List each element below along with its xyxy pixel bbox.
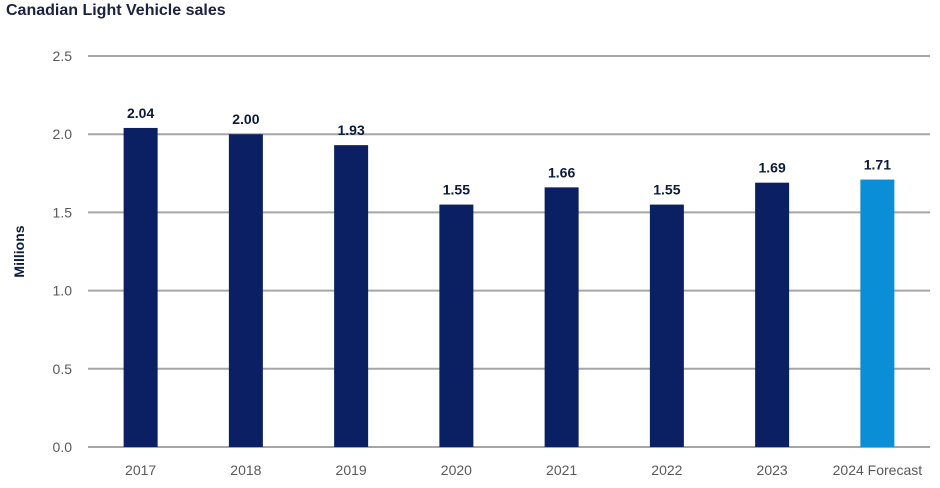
value-label: 1.66 bbox=[548, 164, 575, 180]
y-axis-ticks: 0.0 0.5 1.0 1.5 2.0 2.5 bbox=[53, 48, 73, 455]
x-tick-label: 2018 bbox=[230, 462, 261, 478]
x-tick-label: 2020 bbox=[441, 462, 472, 478]
bar-2018 bbox=[228, 134, 263, 447]
value-label: 1.55 bbox=[443, 182, 470, 198]
value-label: 1.69 bbox=[759, 160, 786, 176]
bar-2024-forecast bbox=[860, 179, 895, 447]
gridlines bbox=[88, 55, 930, 448]
x-tick-label: 2023 bbox=[757, 462, 788, 478]
value-label: 2.00 bbox=[232, 111, 259, 127]
y-tick-label: 1.0 bbox=[53, 283, 73, 299]
bar-2023 bbox=[755, 182, 790, 447]
value-label: 1.55 bbox=[653, 182, 680, 198]
y-tick-label: 1.5 bbox=[53, 204, 73, 220]
bar-2022 bbox=[649, 204, 684, 447]
y-tick-label: 0.5 bbox=[53, 361, 73, 377]
bar-2019 bbox=[334, 145, 369, 447]
value-label: 1.71 bbox=[864, 157, 891, 173]
x-axis-ticks: 2017 2018 2019 2020 2021 2022 2023 2024 Forecas… bbox=[125, 462, 922, 478]
x-tick-label: 2022 bbox=[651, 462, 682, 478]
bars bbox=[123, 127, 895, 447]
chart-title: Canadian Light Vehicle sales bbox=[6, 2, 226, 19]
x-tick-label: 2017 bbox=[125, 462, 156, 478]
value-labels: 2.04 2.00 1.93 1.55 1.66 1.55 1.69 1.71 bbox=[127, 105, 891, 198]
value-label: 1.93 bbox=[338, 122, 365, 138]
value-label: 2.04 bbox=[127, 105, 154, 121]
y-axis-title: Millions bbox=[11, 225, 27, 277]
x-tick-label: 2021 bbox=[546, 462, 577, 478]
bar-2017 bbox=[123, 127, 158, 447]
bar-2021 bbox=[544, 187, 579, 447]
x-tick-label: 2019 bbox=[336, 462, 367, 478]
y-tick-label: 0.0 bbox=[53, 439, 73, 455]
y-tick-label: 2.5 bbox=[53, 48, 73, 64]
y-tick-label: 2.0 bbox=[53, 126, 73, 142]
x-tick-label: 2024 Forecast bbox=[833, 462, 923, 478]
bar-2020 bbox=[439, 204, 474, 447]
